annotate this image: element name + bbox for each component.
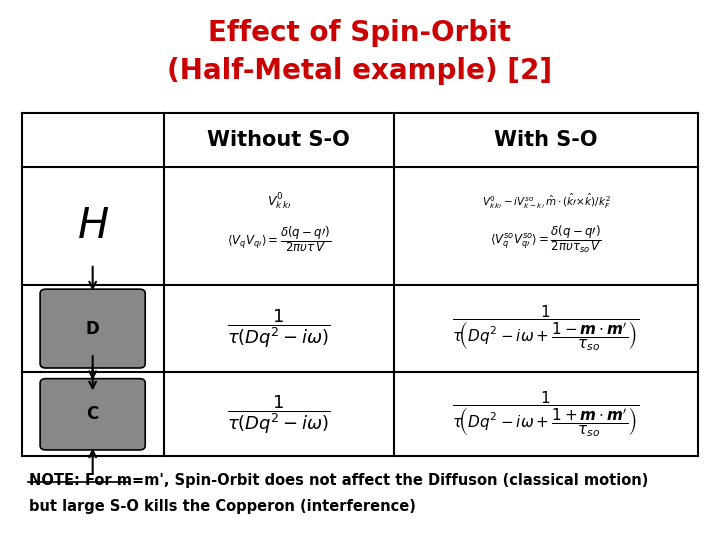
Text: $\dfrac{1}{\tau\!\left(Dq^2 - i\omega + \dfrac{1 - \boldsymbol{m}\cdot\boldsymbo: $\dfrac{1}{\tau\!\left(Dq^2 - i\omega + … (452, 303, 640, 354)
Text: $\langle V^{so}_q V^{so}_{q\prime}\rangle = \dfrac{\delta(q-q\prime)}{2\pi\upsil: $\langle V^{so}_q V^{so}_{q\prime}\rangl… (490, 224, 602, 255)
Text: $\dfrac{1}{\tau\!\left(Dq^2 - i\omega + \dfrac{1 + \boldsymbol{m}\cdot\boldsymbo: $\dfrac{1}{\tau\!\left(Dq^2 - i\omega + … (452, 389, 640, 439)
Text: With S-O: With S-O (495, 130, 598, 150)
Text: Effect of Spin-Orbit: Effect of Spin-Orbit (209, 19, 511, 47)
Text: (Half-Metal example) [2]: (Half-Metal example) [2] (168, 57, 552, 85)
Text: $\dfrac{1}{\tau(Dq^2 - i\omega)}$: $\dfrac{1}{\tau(Dq^2 - i\omega)}$ (227, 393, 330, 436)
Text: C: C (86, 406, 99, 423)
Text: $V^0_{k\,k\prime} - iV^{so}_{k-k\prime}\,\hat{m}\cdot(\hat{k}\prime\!\times\!\ha: $V^0_{k\,k\prime} - iV^{so}_{k-k\prime}\… (482, 192, 611, 211)
Text: NOTE: For m=m', Spin-Orbit does not affect the Diffuson (classical motion): NOTE: For m=m', Spin-Orbit does not affe… (29, 472, 648, 488)
Text: $\mathit{H}$: $\mathit{H}$ (76, 205, 109, 247)
Text: $V^0_{k\,k\prime}$: $V^0_{k\,k\prime}$ (266, 191, 291, 212)
Text: but large S-O kills the Copperon (interference): but large S-O kills the Copperon (interf… (29, 500, 415, 515)
Text: Without S-O: Without S-O (207, 130, 350, 150)
Text: D: D (86, 320, 99, 338)
FancyBboxPatch shape (40, 379, 145, 450)
Text: $\langle V_q V_{q\prime}\rangle = \dfrac{\delta(q-q\prime)}{2\pi\upsilon\tau\, V: $\langle V_q V_{q\prime}\rangle = \dfrac… (227, 224, 330, 254)
FancyBboxPatch shape (40, 289, 145, 368)
Text: $\dfrac{1}{\tau(Dq^2 - i\omega)}$: $\dfrac{1}{\tau(Dq^2 - i\omega)}$ (227, 307, 330, 350)
